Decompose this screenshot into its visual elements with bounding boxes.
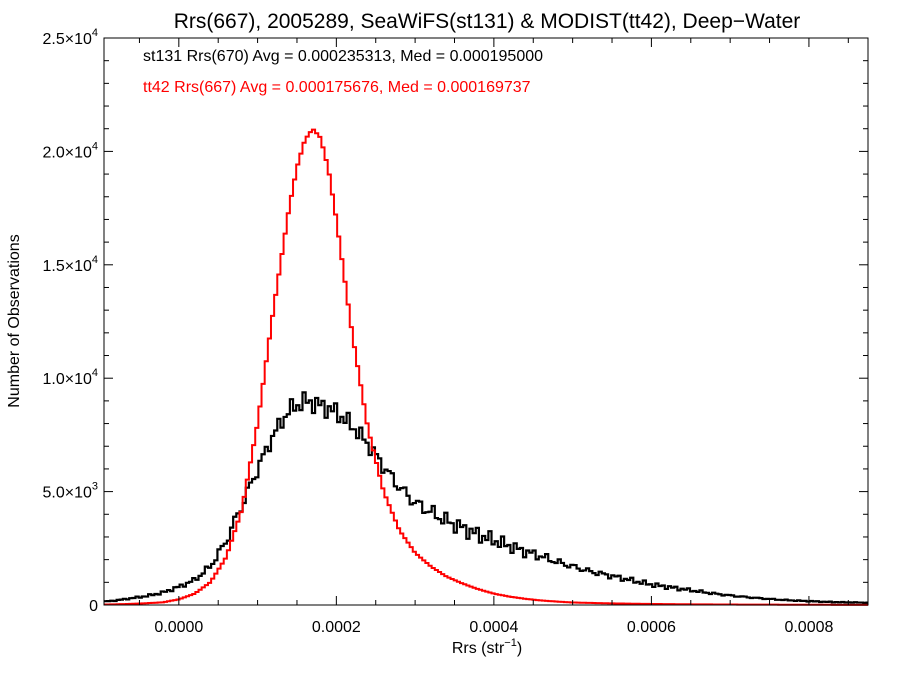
x-tick-label: 0.0006 [627, 619, 676, 636]
y-tick-label: 0 [89, 598, 98, 615]
annotation-tt42: tt42 Rrs(667) Avg = 0.000175676, Med = 0… [143, 79, 531, 96]
y-axis: 0 5.0×103 1.0×104 1.5×104 2.0×104 2.5×104 [42, 27, 868, 615]
annotation-st131: st131 Rrs(670) Avg = 0.000235313, Med = … [143, 48, 543, 65]
x-tick-label: 0.0000 [154, 619, 203, 636]
plot-area: 0.0000 0.0002 0.0004 0.0006 0.0008 0 5.0×103 1… [42, 27, 869, 636]
y-axis-label: Number of Observations [6, 234, 23, 407]
series-line-1 [104, 128, 868, 606]
x-tick-label: 0.0004 [469, 619, 518, 636]
series-line-0 [104, 391, 868, 605]
x-axis-label-superscript: −1 [504, 637, 517, 649]
y-tick-label: 2.0×104 [42, 140, 98, 161]
y-tick-label: 1.0×104 [42, 367, 98, 388]
chart-title: Rrs(667), 2005289, SeaWiFS(st131) & MODI… [174, 10, 801, 33]
x-tick-label: 0.0008 [784, 619, 833, 636]
y-tick-label: 5.0×103 [42, 481, 98, 502]
x-tick-label: 0.0002 [312, 619, 361, 636]
x-axis-label: Rrs (str−1) [452, 637, 522, 657]
y-tick-label: 2.5×104 [42, 27, 98, 48]
plot-frame [103, 37, 869, 606]
series-layer [104, 128, 868, 606]
y-tick-label: 1.5×104 [42, 254, 98, 275]
x-axis: 0.0000 0.0002 0.0004 0.0006 0.0008 [138, 38, 849, 636]
